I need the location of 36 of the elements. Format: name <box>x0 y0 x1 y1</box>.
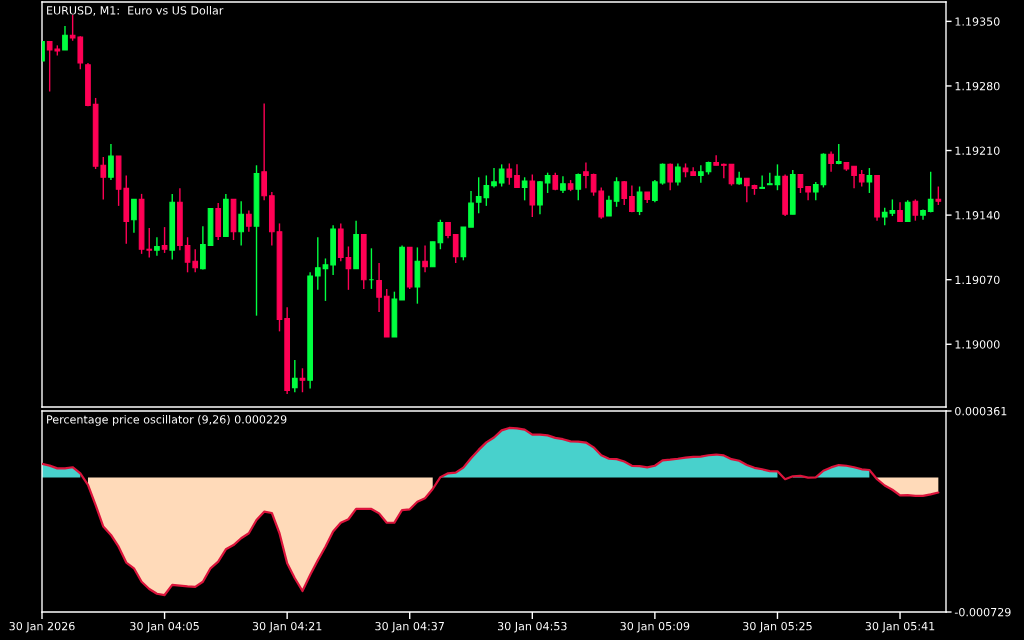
x-tick-label: 30 Jan 2026 <box>9 621 75 633</box>
candlestick <box>613 176 620 208</box>
y-tick-label: 0.000361 <box>955 406 1007 416</box>
y-tick-label: 1.19210 <box>955 146 1000 155</box>
candlestick <box>521 176 528 202</box>
x-tick-label: 30 Jan 04:21 <box>252 621 322 633</box>
candlestick <box>835 143 842 166</box>
candlestick <box>935 185 942 206</box>
chart-title: Percentage price oscillator (9,26) 0.000229 <box>47 415 287 426</box>
y-tick-label: 1.19140 <box>955 211 1000 220</box>
candlestick <box>621 180 628 206</box>
chart-title: EURUSD, M1: Euro vs US Dollar <box>47 6 224 16</box>
candlestick <box>506 162 513 186</box>
x-tick-label: 30 Jan 05:25 <box>743 621 812 633</box>
x-tick-label: 30 Jan 04:05 <box>130 621 199 633</box>
line-series <box>42 426 940 597</box>
x-tick-label: 30 Jan 04:37 <box>375 621 444 633</box>
x-tick-label: 30 Jan 04:53 <box>497 621 567 633</box>
candlestick <box>759 174 765 190</box>
y-tick-label: 1.19280 <box>955 81 1000 91</box>
candlestick <box>797 173 804 194</box>
candlestick <box>529 173 536 218</box>
candlestick <box>314 236 321 291</box>
candlestick <box>460 226 467 262</box>
candlestick <box>667 162 674 191</box>
y-tick-label: 1.19000 <box>955 340 1000 349</box>
candlestick <box>161 226 168 254</box>
candlestick <box>636 185 643 216</box>
y-tick-label: -0.000729 <box>954 607 1011 617</box>
y-tick-label: 1.19070 <box>955 275 1000 285</box>
candlestick <box>391 290 398 338</box>
x-tick-label: 30 Jan 05:41 <box>865 621 935 633</box>
candlestick <box>866 167 873 194</box>
y-tick-label: 1.19350 <box>955 17 1000 26</box>
candlestick <box>575 172 582 202</box>
x-tick-label: 30 Jan 05:09 <box>620 621 690 633</box>
